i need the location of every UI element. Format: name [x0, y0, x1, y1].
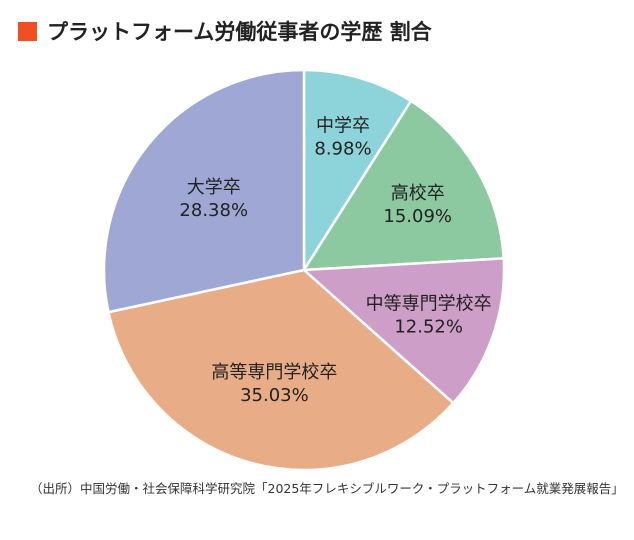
slice-value-5: 28.38%: [179, 200, 248, 221]
pie-slice-4: [107, 268, 456, 472]
slice-value-4: 35.03%: [240, 385, 309, 406]
slice-label-1: 中学卒: [316, 116, 370, 137]
slice-label-2: 高校卒: [391, 183, 445, 204]
source-note: （出所）中国労働・社会保障科学研究院「2025年フレキシブルワーク・プラットフォ…: [30, 481, 624, 496]
slice-label-3: 中等専門学校卒: [366, 293, 492, 314]
pie-slice-3: [300, 256, 506, 405]
slice-value-1: 8.98%: [314, 139, 371, 160]
slice-value-2: 15.09%: [383, 206, 452, 227]
title-marker-square: [18, 21, 37, 41]
slice-label-5: 大学卒: [187, 177, 241, 198]
slice-label-4: 高等専門学校卒: [211, 362, 337, 383]
slice-value-3: 12.52%: [394, 316, 463, 337]
pie-slice-5: [102, 68, 306, 314]
pie-slice-2: [301, 99, 505, 272]
pie-slice-1: [302, 68, 413, 275]
chart-title-row: プラットフォーム労働従事者の学歴 割合: [18, 16, 432, 46]
chart-title: プラットフォーム労働従事者の学歴 割合: [47, 20, 432, 44]
